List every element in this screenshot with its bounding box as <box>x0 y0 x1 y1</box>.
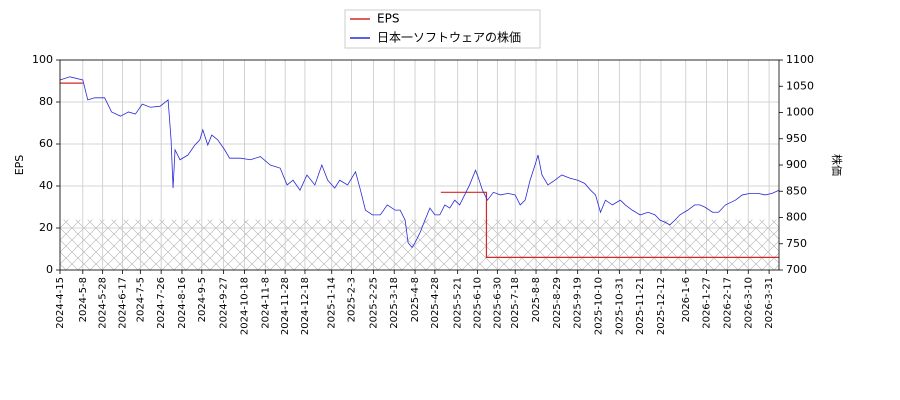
x-tick-label: 2025-7-18 <box>510 277 521 329</box>
x-tick-label: 2025-10-10 <box>594 277 605 335</box>
x-tick-label: 2024-5-28 <box>98 277 109 329</box>
y2-tick-label: 900 <box>786 158 807 171</box>
x-tick-label: 2025-8-29 <box>552 277 563 329</box>
x-tick-label: 2025-3-18 <box>389 277 400 329</box>
x-tick-label: 2025-6-10 <box>473 277 484 329</box>
y-tick-label: 20 <box>39 221 53 234</box>
x-tick-label: 2024-6-17 <box>117 277 128 329</box>
shaded-band <box>60 219 779 270</box>
y2-tick-label: 1000 <box>786 106 814 119</box>
y2-axis-label: 株価 <box>830 154 844 176</box>
x-tick-label: 2024-7-5 <box>135 277 146 322</box>
legend-label: EPS <box>377 12 399 26</box>
x-tick-label: 2025-10-31 <box>614 277 625 335</box>
x-tick-label: 2025-6-30 <box>492 277 503 329</box>
series-line <box>60 82 779 258</box>
x-tick-label: 2026-2-17 <box>722 277 733 329</box>
x-tick-label: 2024-11-8 <box>260 277 271 329</box>
x-tick-label: 2025-5-21 <box>453 277 464 329</box>
x-tick-label: 2026-3-31 <box>764 277 775 329</box>
x-tick-label: 2025-2-25 <box>368 277 379 329</box>
x-tick-label: 2025-9-19 <box>573 277 584 329</box>
x-tick-label: 2025-11-21 <box>635 277 646 335</box>
y2-tick-label: 850 <box>786 184 807 197</box>
x-tick-label: 2024-12-18 <box>300 277 311 335</box>
y-tick-label: 40 <box>39 179 53 192</box>
x-tick-label: 2024-9-5 <box>197 277 208 322</box>
x-tick-label: 2024-7-26 <box>156 277 167 329</box>
y2-tick-label: 750 <box>786 237 807 250</box>
y-tick-label: 60 <box>39 137 53 150</box>
legend-box <box>344 9 541 49</box>
y-axis-label: EPS <box>13 155 26 176</box>
x-tick-label: 2025-1-14 <box>327 277 338 329</box>
x-tick-label: 2026-1-27 <box>702 277 713 329</box>
y2-tick-label: 1050 <box>786 79 814 92</box>
y-tick-label: 80 <box>39 95 53 108</box>
x-tick-label: 2024-11-28 <box>280 277 291 335</box>
y-tick-label: 100 <box>32 53 53 66</box>
x-tick-label: 2024-4-15 <box>55 277 66 329</box>
y2-tick-label: 1100 <box>786 53 814 66</box>
x-tick-label: 2026-3-10 <box>743 277 754 329</box>
y2-tick-label: 700 <box>786 263 807 276</box>
x-tick-label: 2025-4-8 <box>410 277 421 322</box>
x-tick-label: 2025-8-8 <box>531 277 542 322</box>
y2-tick-label: 800 <box>786 211 807 224</box>
x-tick-label: 2025-2-3 <box>347 277 358 322</box>
y2-tick-label: 950 <box>786 132 807 145</box>
x-tick-label: 2024-5-8 <box>78 277 89 322</box>
x-tick-label: 2026-1-6 <box>681 277 692 322</box>
x-tick-label: 2024-8-16 <box>177 277 188 329</box>
x-tick-label: 2024-10-18 <box>239 277 250 335</box>
plot-frame <box>59 59 780 271</box>
legend-label: 日本一ソフトウェアの株価 <box>377 30 521 45</box>
x-tick-label: 2025-4-28 <box>430 277 441 329</box>
y-tick-label: 0 <box>46 263 53 276</box>
x-tick-label: 2024-9-27 <box>219 277 230 329</box>
x-tick-label: 2025-12-12 <box>656 277 667 335</box>
series-line <box>59 76 780 249</box>
